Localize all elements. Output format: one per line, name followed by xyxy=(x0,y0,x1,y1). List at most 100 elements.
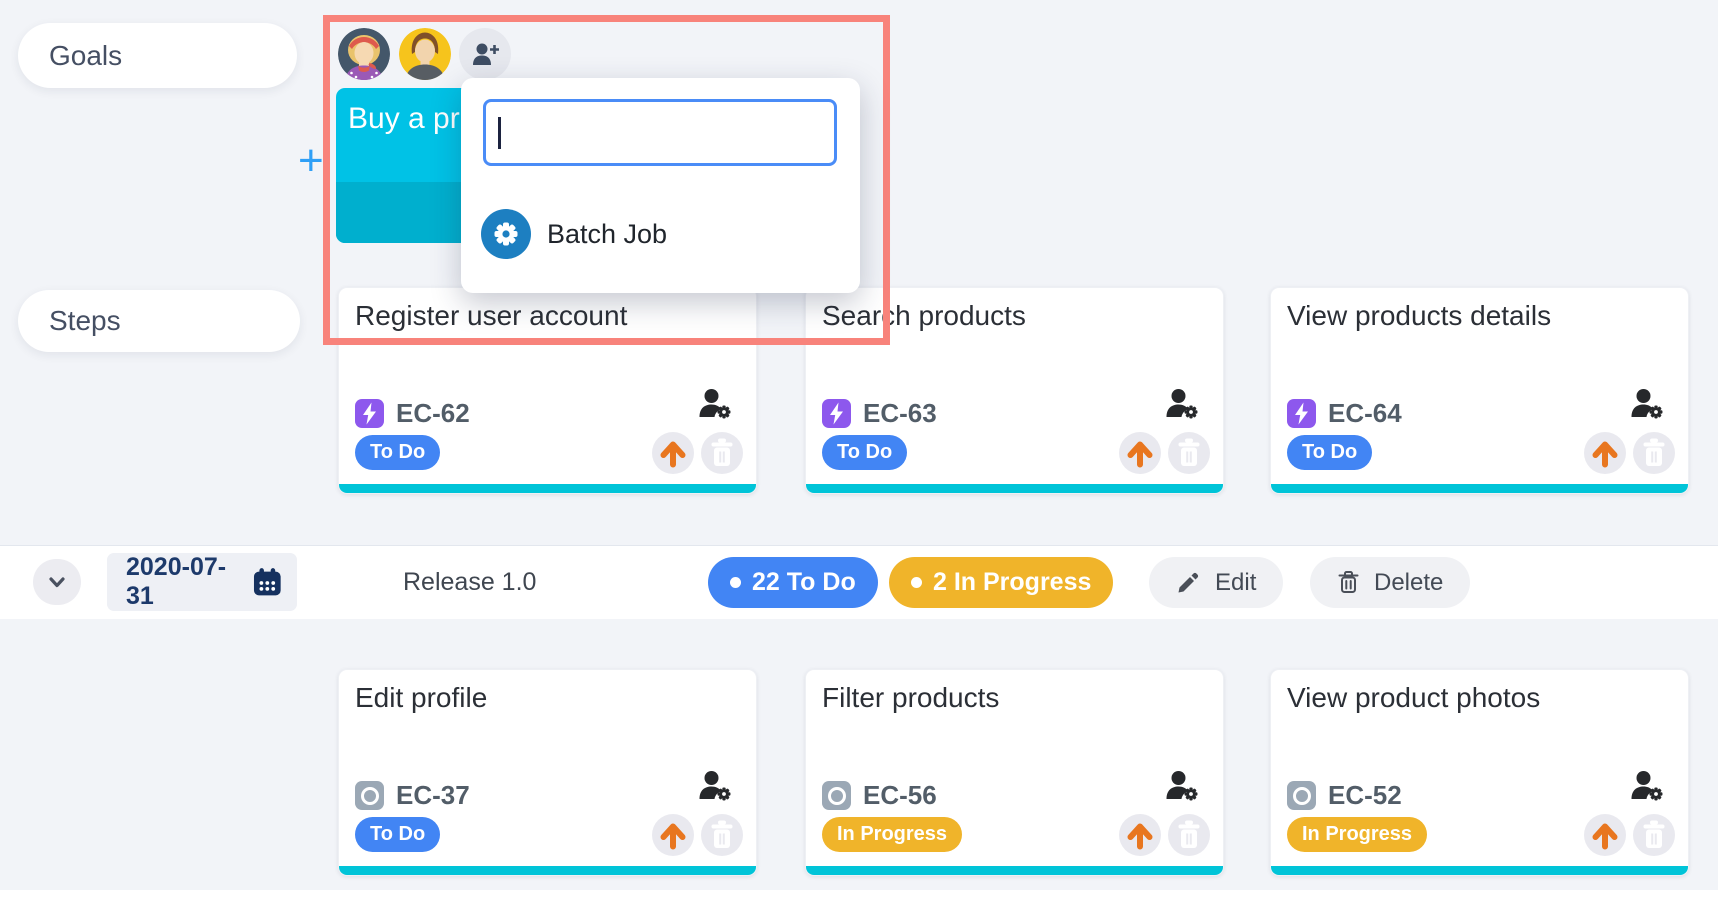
collapse-release-button[interactable] xyxy=(33,559,81,605)
lane-steps[interactable]: Steps xyxy=(18,290,300,352)
trash-outline-icon xyxy=(1338,571,1359,593)
trash-icon xyxy=(1643,820,1665,848)
card-title: View products details xyxy=(1287,300,1552,331)
menu-item-batch-job[interactable]: Batch Job xyxy=(473,194,848,274)
promote-button[interactable] xyxy=(1119,814,1161,856)
release-todo-count-badge: 22 To Do xyxy=(708,557,878,608)
trash-icon xyxy=(1178,820,1200,848)
user-gear-icon xyxy=(699,771,731,801)
man-avatar-graphic xyxy=(399,28,451,80)
user-gear-icon xyxy=(1166,771,1198,801)
lightning-icon xyxy=(1287,399,1316,428)
pencil-icon xyxy=(1178,572,1199,593)
up-arrow-icon xyxy=(660,441,686,468)
up-arrow-icon xyxy=(1127,823,1153,850)
status-badge[interactable]: To Do xyxy=(355,817,441,852)
card-id: EC-62 xyxy=(396,398,470,428)
card-id: EC-37 xyxy=(396,780,470,810)
up-arrow-icon xyxy=(1592,823,1618,850)
calendar-icon xyxy=(254,568,282,596)
man-avatar[interactable] xyxy=(399,28,451,80)
assignee-button[interactable] xyxy=(1165,770,1199,806)
popup-search-input[interactable] xyxy=(483,99,837,166)
delete-card-button[interactable] xyxy=(701,814,743,856)
next-release-bar-edge xyxy=(0,890,1718,904)
add-goal-button[interactable]: + xyxy=(298,136,324,185)
promote-button[interactable] xyxy=(652,814,694,856)
status-badge[interactable]: To Do xyxy=(1287,435,1373,470)
status-badge[interactable]: To Do xyxy=(355,435,441,470)
release-bar: 2020-07-31 Release 1.0 22 To Do 2 In Pro… xyxy=(0,545,1718,619)
delete-release-label: Delete xyxy=(1374,568,1444,596)
story-card[interactable]: Search products EC-63 To Do xyxy=(805,287,1224,494)
status-badge[interactable]: In Progress xyxy=(822,817,963,852)
trash-icon xyxy=(1643,438,1665,466)
promote-button[interactable] xyxy=(652,432,694,474)
trash-icon xyxy=(711,438,733,466)
card-accent-bar xyxy=(806,866,1223,875)
assignee-button[interactable] xyxy=(698,388,732,424)
assignee-button[interactable] xyxy=(1630,388,1664,424)
assignee-button[interactable] xyxy=(698,770,732,806)
edit-release-button[interactable]: Edit xyxy=(1149,557,1284,608)
release-inprogress-count-badge: 2 In Progress xyxy=(889,557,1114,608)
delete-card-button[interactable] xyxy=(701,432,743,474)
promote-button[interactable] xyxy=(1584,814,1626,856)
status-badge[interactable]: To Do xyxy=(822,435,908,470)
badge-dot xyxy=(730,577,741,588)
story-card[interactable]: View product photos EC-52 In Progress xyxy=(1270,669,1689,876)
ring-icon xyxy=(1287,781,1316,810)
card-accent-bar xyxy=(806,484,1223,493)
badge-dot xyxy=(911,577,922,588)
release-inprogress-count: 2 In Progress xyxy=(933,568,1092,596)
delete-card-button[interactable] xyxy=(1633,432,1675,474)
delete-card-button[interactable] xyxy=(1168,432,1210,474)
lane-steps-label: Steps xyxy=(49,305,121,336)
ring-icon xyxy=(822,781,851,810)
up-arrow-icon xyxy=(1127,441,1153,468)
story-card[interactable]: Filter products EC-56 In Progress xyxy=(805,669,1224,876)
card-accent-bar xyxy=(339,484,756,493)
card-id-row: EC-56 xyxy=(822,780,937,811)
card-id-row: EC-63 xyxy=(822,398,937,429)
story-card[interactable]: Edit profile EC-37 To Do xyxy=(338,669,757,876)
woman-avatar-graphic xyxy=(338,28,390,80)
card-id: EC-56 xyxy=(863,780,937,810)
card-id: EC-52 xyxy=(1328,780,1402,810)
card-title: Search products xyxy=(822,300,1026,331)
lane-goals[interactable]: Goals xyxy=(18,23,297,88)
gear-icon xyxy=(481,209,531,259)
story-card[interactable]: Register user account EC-62 To Do xyxy=(338,287,757,494)
edit-release-label: Edit xyxy=(1215,568,1257,596)
trash-icon xyxy=(1178,438,1200,466)
card-id: EC-64 xyxy=(1328,398,1402,428)
delete-release-button[interactable]: Delete xyxy=(1310,557,1471,608)
user-gear-icon xyxy=(1631,771,1663,801)
up-arrow-icon xyxy=(660,823,686,850)
release-title: Release 1.0 xyxy=(403,568,537,596)
promote-button[interactable] xyxy=(1584,432,1626,474)
story-card[interactable]: View products details EC-64 To Do xyxy=(1270,287,1689,494)
user-gear-icon xyxy=(699,389,731,419)
woman-avatar[interactable] xyxy=(338,28,390,80)
menu-item-label: Batch Job xyxy=(547,218,668,249)
delete-card-button[interactable] xyxy=(1633,814,1675,856)
trash-icon xyxy=(711,820,733,848)
promote-button[interactable] xyxy=(1119,432,1161,474)
lightning-icon xyxy=(822,399,851,428)
assign-popup: Batch Job xyxy=(461,78,860,293)
up-arrow-icon xyxy=(1592,441,1618,468)
add-user-button[interactable] xyxy=(459,28,511,80)
card-id-row: EC-62 xyxy=(355,398,470,429)
card-id-row: EC-37 xyxy=(355,780,470,811)
assignee-button[interactable] xyxy=(1630,770,1664,806)
user-gear-icon xyxy=(1631,389,1663,419)
add-user-icon xyxy=(473,43,499,65)
card-accent-bar xyxy=(339,866,756,875)
card-title: Register user account xyxy=(355,300,628,331)
status-badge[interactable]: In Progress xyxy=(1287,817,1428,852)
release-date-field[interactable]: 2020-07-31 xyxy=(107,553,297,611)
delete-card-button[interactable] xyxy=(1168,814,1210,856)
chevron-down-icon xyxy=(49,577,65,588)
assignee-button[interactable] xyxy=(1165,388,1199,424)
